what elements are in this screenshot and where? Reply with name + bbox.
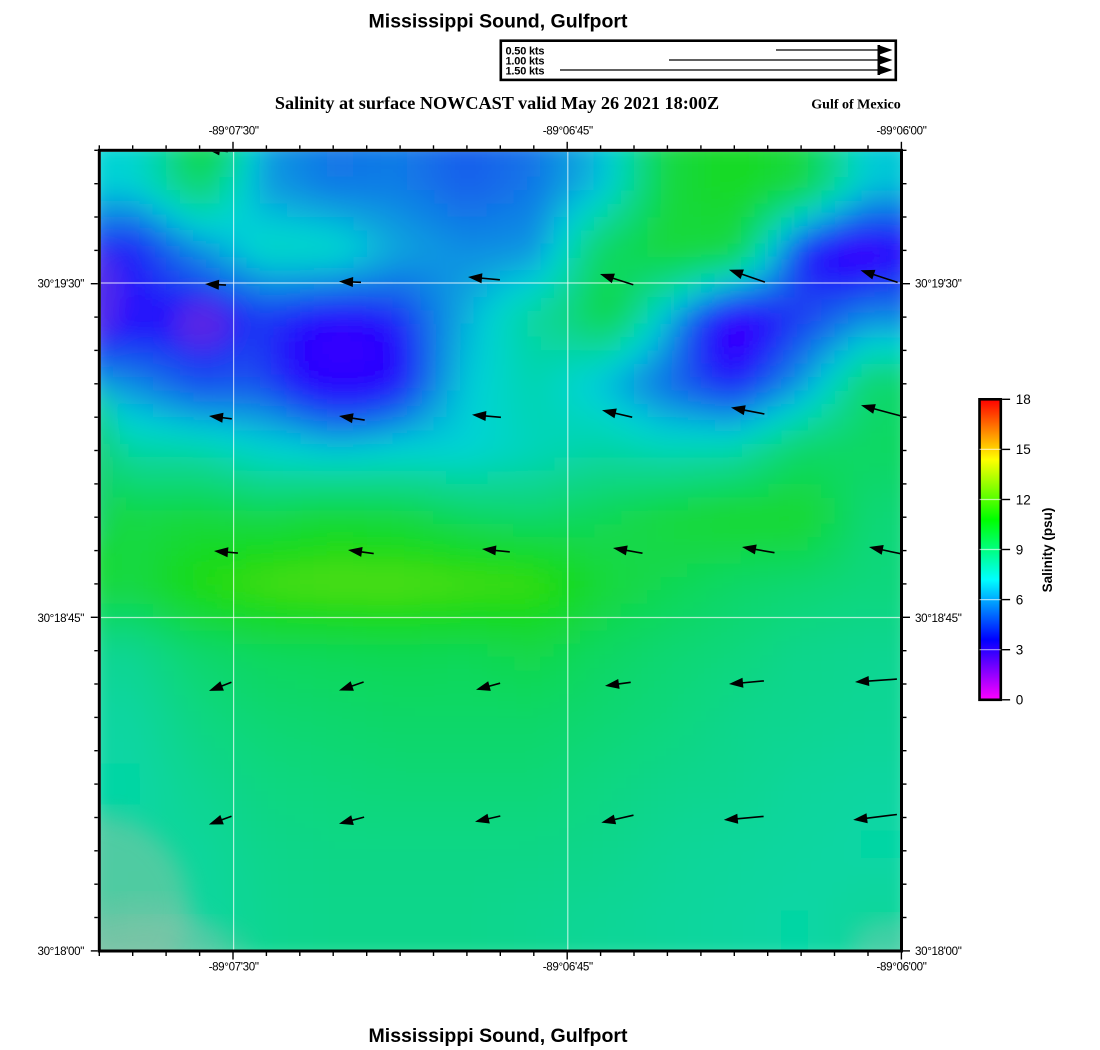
- svg-text:Salinity at surface NOWCAST va: Salinity at surface NOWCAST valid May 26…: [275, 93, 719, 113]
- svg-text:12: 12: [1016, 492, 1031, 507]
- svg-text:15: 15: [1016, 442, 1031, 457]
- svg-text:30°18'45": 30°18'45": [915, 612, 962, 625]
- svg-text:-89°06'00": -89°06'00": [876, 961, 926, 974]
- svg-text:-89°06'45": -89°06'45": [543, 125, 593, 138]
- svg-text:Mississippi Sound, Gulfport: Mississippi Sound, Gulfport: [369, 1025, 628, 1047]
- svg-text:18: 18: [1016, 392, 1031, 407]
- svg-text:30°18'45": 30°18'45": [37, 612, 84, 625]
- svg-text:1.00 kts: 1.00 kts: [506, 56, 545, 68]
- svg-text:30°19'30": 30°19'30": [37, 278, 84, 291]
- svg-text:30°18'00": 30°18'00": [37, 945, 84, 958]
- svg-text:Gulf of Mexico: Gulf of Mexico: [811, 98, 900, 113]
- svg-text:0: 0: [1016, 693, 1024, 708]
- svg-text:1.50 kts: 1.50 kts: [506, 66, 545, 78]
- svg-text:30°19'30": 30°19'30": [915, 278, 962, 291]
- svg-text:Salinity (psu): Salinity (psu): [1040, 508, 1055, 593]
- svg-text:-89°07'30": -89°07'30": [209, 961, 259, 974]
- svg-text:-89°06'00": -89°06'00": [876, 125, 926, 138]
- svg-text:0.50 kts: 0.50 kts: [506, 46, 545, 58]
- svg-text:-89°06'45": -89°06'45": [543, 961, 593, 974]
- svg-text:9: 9: [1016, 542, 1024, 557]
- svg-text:-89°07'30": -89°07'30": [209, 125, 259, 138]
- svg-text:Mississippi Sound, Gulfport: Mississippi Sound, Gulfport: [369, 11, 628, 33]
- svg-text:3: 3: [1016, 643, 1024, 658]
- svg-text:6: 6: [1016, 592, 1024, 607]
- svg-text:30°18'00": 30°18'00": [915, 945, 962, 958]
